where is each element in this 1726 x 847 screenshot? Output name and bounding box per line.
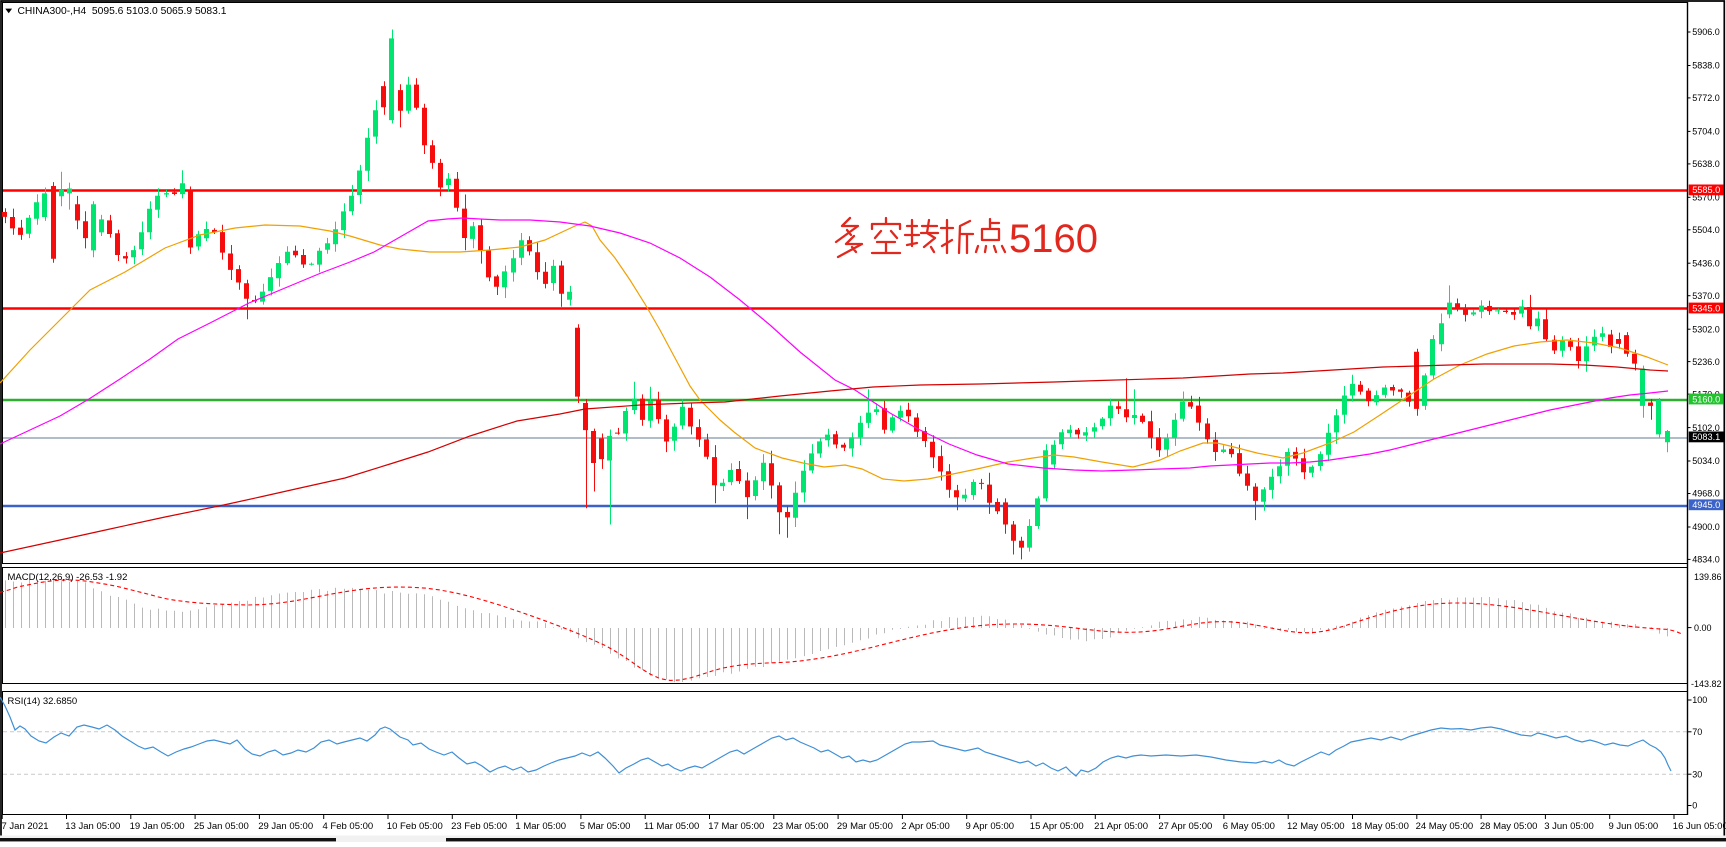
svg-text:15 Apr 05:00: 15 Apr 05:00 xyxy=(1030,821,1084,832)
svg-text:29 Jan 05:00: 29 Jan 05:00 xyxy=(258,821,313,832)
svg-text:5345.0: 5345.0 xyxy=(1692,303,1720,313)
svg-text:CHINA300-,H4 5095.6 5103.0 50: CHINA300-,H4 5095.6 5103.0 5065.9 5083.1 xyxy=(18,6,227,17)
svg-text:4834.0: 4834.0 xyxy=(1692,555,1720,565)
svg-text:5772.0: 5772.0 xyxy=(1692,93,1720,103)
svg-text:13 Jan 05:00: 13 Jan 05:00 xyxy=(65,821,120,832)
svg-text:3 Jun 05:00: 3 Jun 05:00 xyxy=(1544,821,1594,832)
svg-text:70: 70 xyxy=(1692,727,1702,737)
svg-text:5034.0: 5034.0 xyxy=(1692,456,1720,466)
svg-text:RSI(14) 32.6850: RSI(14) 32.6850 xyxy=(8,696,78,707)
svg-text:7 Jan 2021: 7 Jan 2021 xyxy=(2,821,49,832)
svg-text:0.00: 0.00 xyxy=(1694,623,1712,633)
svg-text:5102.0: 5102.0 xyxy=(1692,423,1720,433)
svg-text:23 Mar 05:00: 23 Mar 05:00 xyxy=(773,821,829,832)
svg-text:9 Apr 05:00: 9 Apr 05:00 xyxy=(966,821,1015,832)
svg-text:16 Jun 05:00: 16 Jun 05:00 xyxy=(1673,821,1726,832)
svg-text:4968.0: 4968.0 xyxy=(1692,489,1720,499)
svg-text:4900.0: 4900.0 xyxy=(1692,522,1720,532)
svg-text:-143.82: -143.82 xyxy=(1691,679,1722,689)
svg-text:12 May 05:00: 12 May 05:00 xyxy=(1287,821,1345,832)
svg-text:5302.0: 5302.0 xyxy=(1692,324,1720,334)
svg-text:5436.0: 5436.0 xyxy=(1692,258,1720,268)
svg-text:5906.0: 5906.0 xyxy=(1692,27,1720,37)
svg-text:9 Jun 05:00: 9 Jun 05:00 xyxy=(1609,821,1659,832)
svg-text:5638.0: 5638.0 xyxy=(1692,159,1720,169)
svg-text:5838.0: 5838.0 xyxy=(1692,61,1720,71)
svg-text:27 Apr 05:00: 27 Apr 05:00 xyxy=(1158,821,1212,832)
svg-text:5 Mar 05:00: 5 Mar 05:00 xyxy=(580,821,631,832)
svg-text:10 Feb 05:00: 10 Feb 05:00 xyxy=(387,821,443,832)
svg-text:100: 100 xyxy=(1692,695,1707,705)
svg-text:24 May 05:00: 24 May 05:00 xyxy=(1416,821,1474,832)
svg-text:0: 0 xyxy=(1692,801,1697,811)
svg-text:5585.0: 5585.0 xyxy=(1692,185,1720,195)
svg-text:5504.0: 5504.0 xyxy=(1692,225,1720,235)
svg-text:11 Mar 05:00: 11 Mar 05:00 xyxy=(644,821,699,832)
svg-text:MACD(12,26,9) -26.53 -1.92: MACD(12,26,9) -26.53 -1.92 xyxy=(8,572,128,583)
svg-text:18 May 05:00: 18 May 05:00 xyxy=(1351,821,1409,832)
svg-text:4945.0: 4945.0 xyxy=(1692,500,1720,510)
svg-text:21 Apr 05:00: 21 Apr 05:00 xyxy=(1094,821,1148,832)
svg-text:23 Feb 05:00: 23 Feb 05:00 xyxy=(451,821,507,832)
svg-text:5236.0: 5236.0 xyxy=(1692,357,1720,367)
svg-text:25 Jan 05:00: 25 Jan 05:00 xyxy=(194,821,249,832)
svg-text:30: 30 xyxy=(1692,769,1702,779)
svg-text:5160.0: 5160.0 xyxy=(1692,394,1720,404)
svg-text:17 Mar 05:00: 17 Mar 05:00 xyxy=(708,821,764,832)
svg-text:5570.0: 5570.0 xyxy=(1692,193,1720,203)
svg-text:5160: 5160 xyxy=(1009,217,1098,261)
svg-text:1 Mar 05:00: 1 Mar 05:00 xyxy=(515,821,566,832)
svg-text:6 May 05:00: 6 May 05:00 xyxy=(1223,821,1275,832)
svg-text:29 Mar 05:00: 29 Mar 05:00 xyxy=(837,821,893,832)
svg-text:28 May 05:00: 28 May 05:00 xyxy=(1480,821,1538,832)
svg-text:5370.0: 5370.0 xyxy=(1692,291,1720,301)
svg-text:2 Apr 05:00: 2 Apr 05:00 xyxy=(901,821,950,832)
svg-text:19 Jan 05:00: 19 Jan 05:00 xyxy=(130,821,185,832)
svg-text:139.86: 139.86 xyxy=(1694,572,1722,582)
svg-text:4 Feb 05:00: 4 Feb 05:00 xyxy=(323,821,374,832)
svg-text:5083.1: 5083.1 xyxy=(1692,432,1720,442)
svg-text:5704.0: 5704.0 xyxy=(1692,127,1720,137)
